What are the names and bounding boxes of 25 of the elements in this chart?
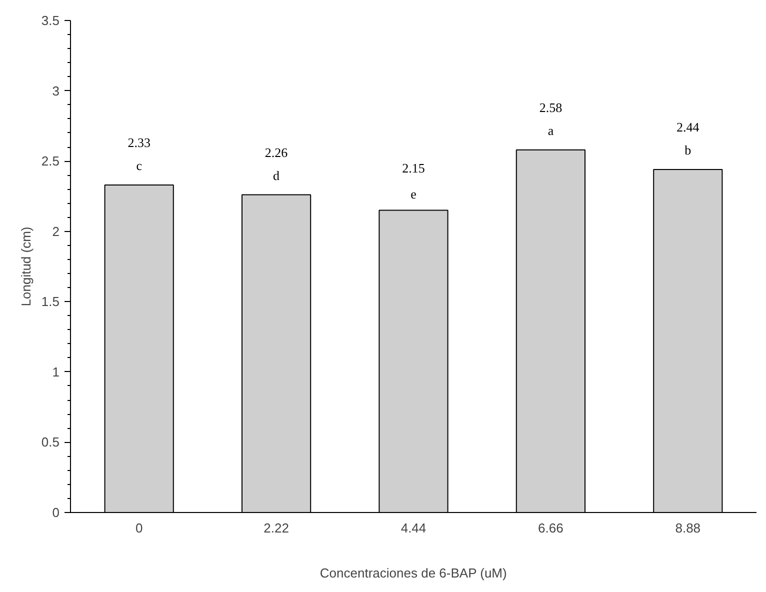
x-tick-label: 6.66 [538,520,564,536]
data-label: 2.26 [264,144,288,160]
y-axis-title: Longitud (cm) [18,226,34,306]
data-label: 2.58 [539,100,562,115]
y-tick-label: 2.5 [41,154,60,169]
y-tick-label: 0.5 [41,434,60,450]
annotation: a [548,122,554,138]
y-tick-label: 0 [52,505,60,520]
data-label: 2.44 [676,120,700,135]
annotation: b [684,142,692,158]
annotation: e [410,186,417,202]
y-tick-label: 1.5 [41,294,60,310]
annotation: c [136,158,142,173]
data-label: 2.33 [128,134,150,150]
x-tick-label: 0 [135,520,143,536]
y-tick-label: 3.5 [41,13,60,28]
y-tick-label: 1 [52,364,60,380]
x-axis-title: Concentraciones de 6-BAP (uM) [320,566,507,580]
data-label: 2.15 [402,160,425,176]
x-tick-label: 4.44 [400,520,426,536]
x-tick-label: 2.22 [264,520,289,536]
y-tick-label: 3 [52,83,60,98]
x-tick-label: 8.88 [675,520,701,536]
y-tick-label: 2 [52,224,60,239]
annotation: d [273,168,280,183]
